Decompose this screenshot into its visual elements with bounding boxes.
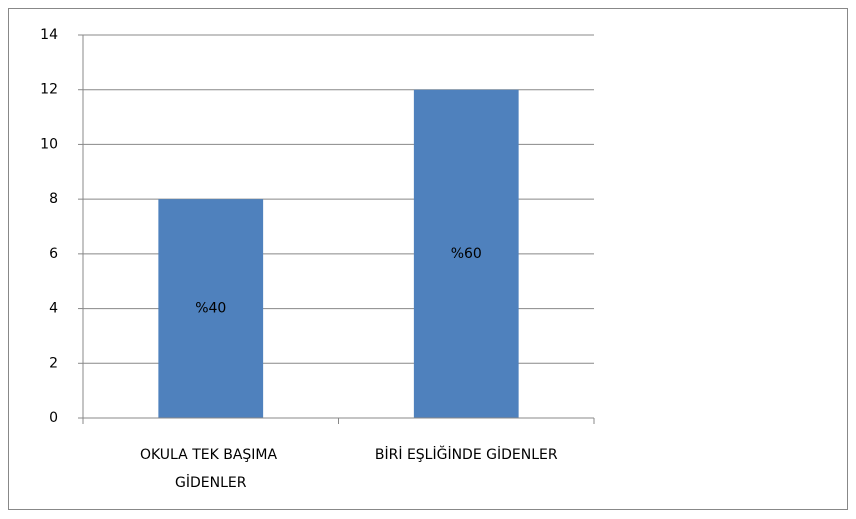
y-tick-label: 8 bbox=[49, 191, 58, 207]
bar-annotation: %40 bbox=[195, 301, 226, 317]
y-tick-label: 10 bbox=[40, 136, 58, 152]
y-tick-label: 12 bbox=[40, 82, 58, 98]
y-tick-label: 4 bbox=[49, 301, 58, 317]
x-tick-label: OKULA TEK BAŞIMA GİDENLER bbox=[140, 447, 282, 491]
y-tick-label: 2 bbox=[49, 355, 58, 371]
y-tick-label: 14 bbox=[40, 27, 58, 43]
bar-annotation: %60 bbox=[451, 246, 482, 262]
bar bbox=[158, 199, 264, 418]
y-tick-label: 0 bbox=[49, 410, 58, 426]
bar bbox=[413, 89, 519, 418]
x-tick-label: BİRİ EŞLİĞİNDE GİDENLER bbox=[375, 445, 558, 463]
y-tick-label: 6 bbox=[49, 246, 58, 262]
